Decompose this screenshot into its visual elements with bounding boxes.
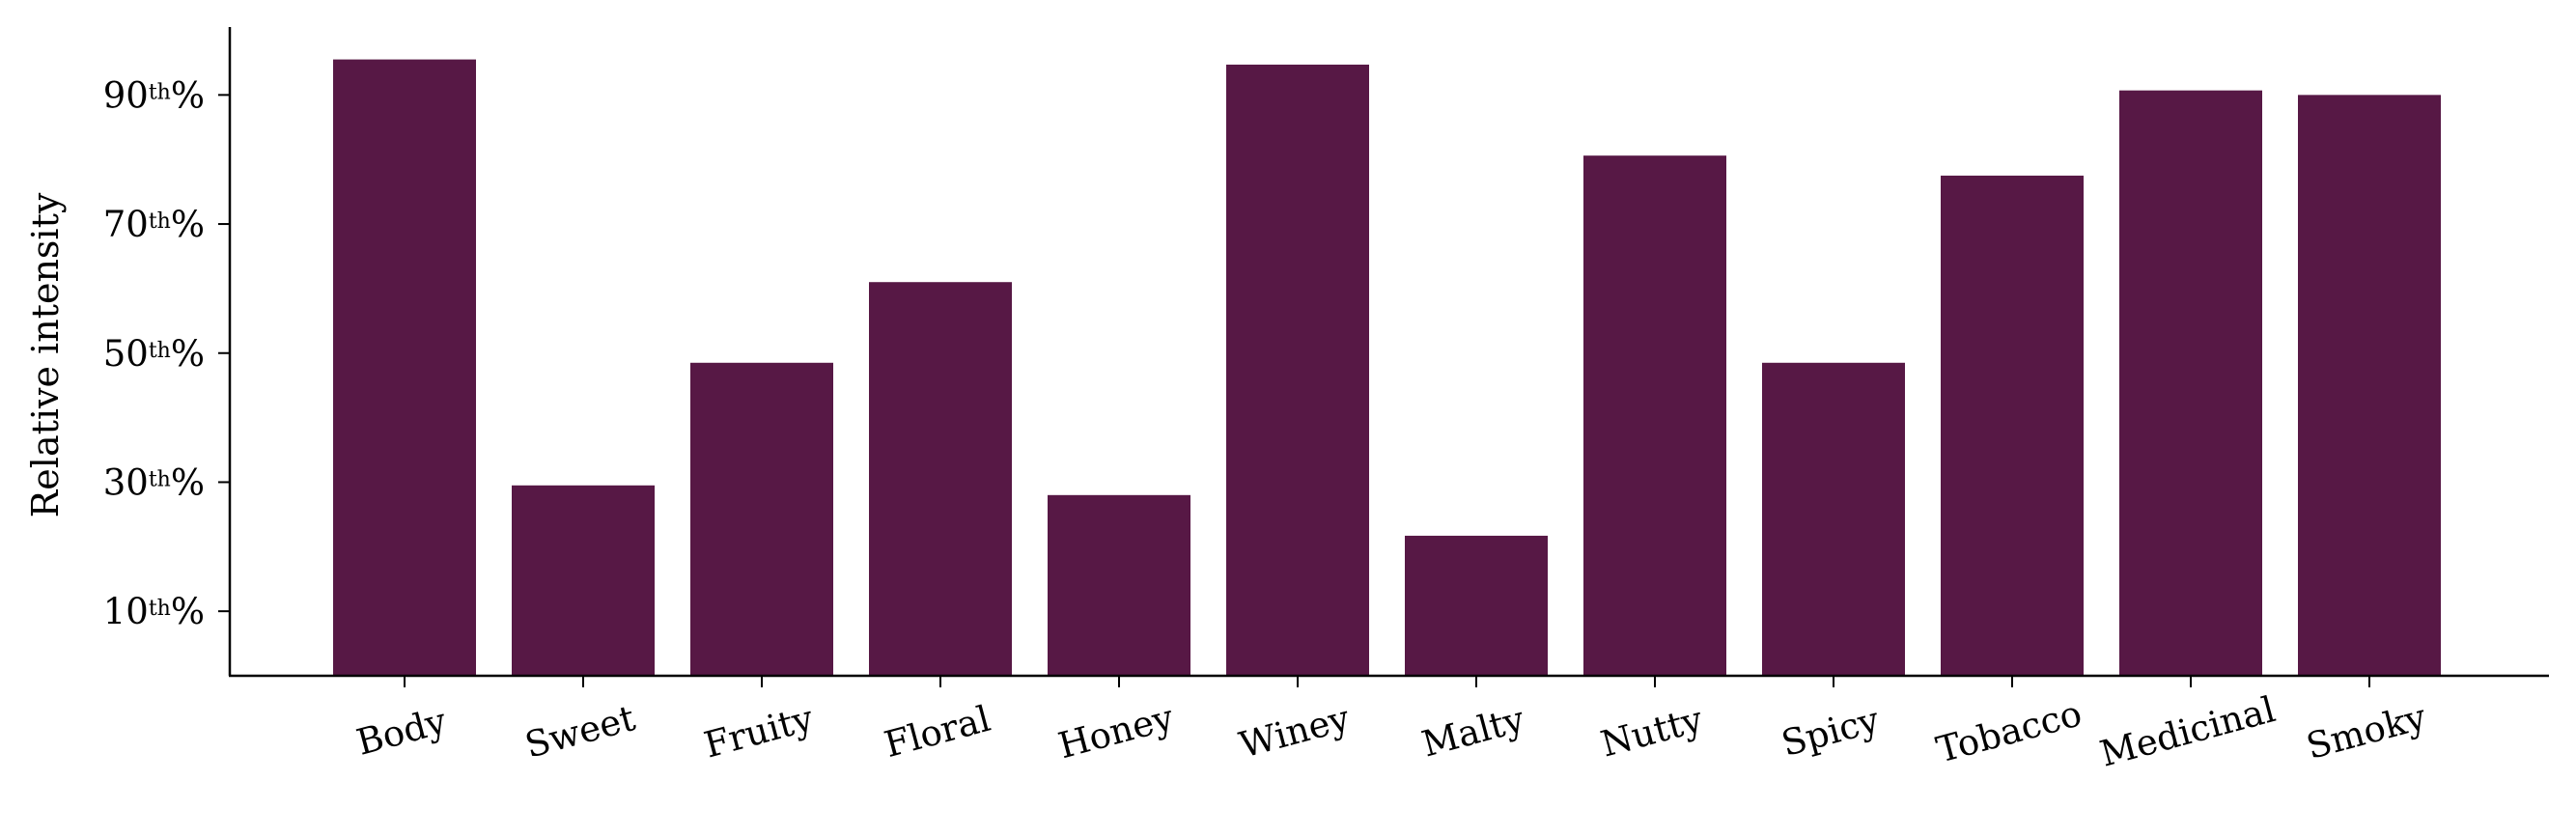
- y-axis-ticks: 10th% 30th% 50th% 70th% 90th%: [103, 74, 230, 632]
- x-tick-label: Nutty: [1597, 698, 1707, 765]
- y-tick-label: 50th%: [103, 333, 205, 375]
- bar-winey: [1226, 64, 1369, 677]
- bar-fruity: [690, 362, 833, 676]
- y-tick-label: 10th%: [103, 591, 205, 632]
- x-tick-label: Sweet: [520, 697, 639, 767]
- y-tick-label: 70th%: [103, 204, 205, 245]
- bar-sweet: [512, 485, 655, 676]
- bar-nutty: [1583, 155, 1726, 677]
- bar-tobacco: [1941, 175, 2084, 677]
- bar-honey: [1048, 494, 1190, 676]
- bar-smoky: [2298, 95, 2441, 677]
- x-tick-label: Smoky: [2302, 696, 2430, 767]
- x-tick-label: Winey: [1235, 697, 1354, 767]
- y-tick-label: 90th%: [103, 74, 205, 116]
- x-tick-label: Body: [352, 700, 451, 764]
- bars-group: [333, 59, 2441, 677]
- x-tick-label: Malty: [1417, 698, 1528, 765]
- bar-spicy: [1762, 362, 1905, 676]
- y-tick-label: 30th%: [103, 461, 205, 503]
- x-tick-label: Spicy: [1778, 699, 1884, 765]
- bar-body: [333, 59, 476, 676]
- x-tick-label: Fruity: [700, 697, 818, 766]
- x-axis-ticks: Body Sweet Fruity Floral Honey Winey Malty Nutt…: [352, 676, 2430, 775]
- x-tick-label: Medicinal: [2096, 688, 2280, 775]
- bar-malty: [1405, 535, 1548, 676]
- x-tick-label: Honey: [1054, 696, 1178, 767]
- bar-medicinal: [2119, 90, 2262, 676]
- bar-floral: [869, 282, 1012, 676]
- x-tick-label: Tobacco: [1932, 692, 2086, 770]
- x-tick-label: Floral: [880, 698, 994, 766]
- y-axis-title: Relative intensity: [24, 192, 67, 517]
